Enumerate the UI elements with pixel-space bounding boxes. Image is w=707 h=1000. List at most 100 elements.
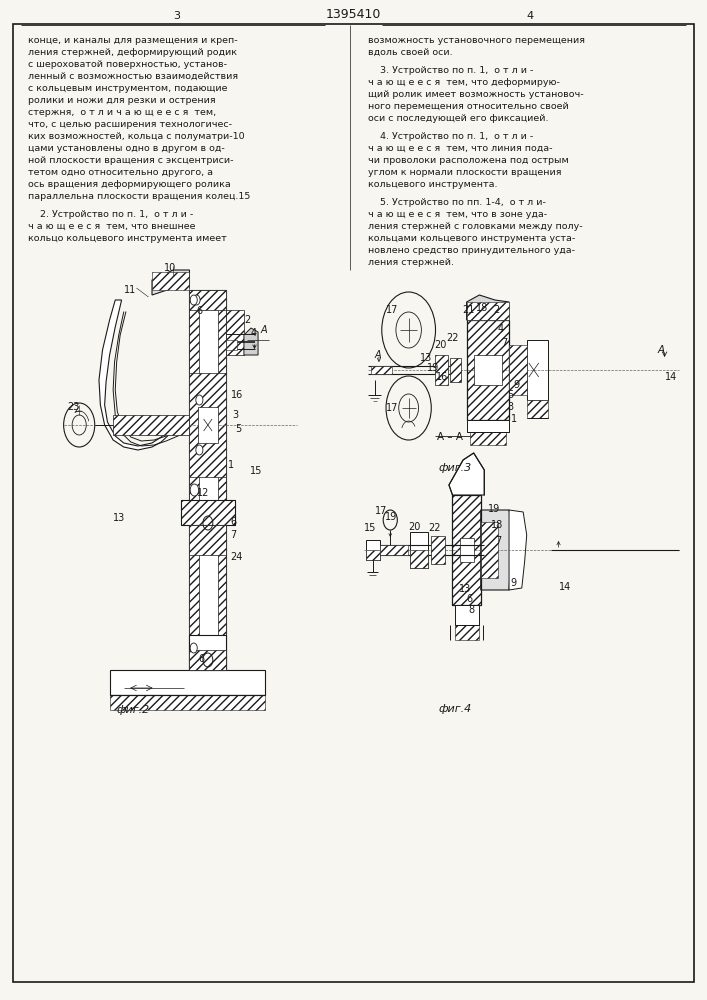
Text: щий ролик имеет возможность установоч-: щий ролик имеет возможность установоч- bbox=[368, 90, 583, 99]
Bar bbox=[218, 290, 226, 670]
Text: ления стержней.: ления стержней. bbox=[368, 258, 454, 267]
Text: 7: 7 bbox=[501, 338, 508, 348]
Text: 23: 23 bbox=[67, 402, 80, 412]
Polygon shape bbox=[244, 328, 258, 355]
Bar bbox=[452, 495, 481, 605]
Bar bbox=[467, 302, 509, 320]
Polygon shape bbox=[99, 300, 189, 450]
Text: 11: 11 bbox=[124, 285, 136, 295]
Text: чи проволоки расположена под острым: чи проволоки расположена под острым bbox=[368, 156, 568, 165]
Bar bbox=[450, 358, 461, 382]
Bar bbox=[460, 538, 474, 562]
Text: 18: 18 bbox=[491, 520, 503, 530]
Text: ного перемещения относительно своей: ного перемещения относительно своей bbox=[368, 102, 568, 111]
Text: 16: 16 bbox=[436, 372, 448, 382]
Text: A: A bbox=[260, 325, 267, 335]
Bar bbox=[410, 550, 428, 568]
Bar bbox=[189, 525, 226, 555]
Text: ч а ю щ е е с я  тем, что в зоне уда-: ч а ю щ е е с я тем, что в зоне уда- bbox=[368, 210, 547, 219]
Bar bbox=[366, 540, 380, 560]
Text: кольцо кольцевого инструмента имеет: кольцо кольцевого инструмента имеет bbox=[28, 234, 227, 243]
Polygon shape bbox=[467, 420, 509, 432]
Text: с шероховатой поверхностью, установ-: с шероховатой поверхностью, установ- bbox=[28, 60, 227, 69]
Bar bbox=[371, 366, 392, 374]
Text: ления стержней, деформирующий родик: ления стержней, деформирующий родик bbox=[28, 48, 238, 57]
Text: вдоль своей оси.: вдоль своей оси. bbox=[368, 48, 452, 57]
Text: с кольцевым инструментом, подающие: с кольцевым инструментом, подающие bbox=[28, 84, 228, 93]
Text: ч а ю щ е е с я  тем, что внешнее: ч а ю щ е е с я тем, что внешнее bbox=[28, 222, 196, 231]
Text: 22: 22 bbox=[446, 333, 459, 343]
Text: 19: 19 bbox=[385, 512, 397, 522]
Text: стержня,  о т л и ч а ю щ е е с я  тем,: стержня, о т л и ч а ю щ е е с я тем, bbox=[28, 108, 216, 117]
Text: 4: 4 bbox=[251, 328, 257, 338]
Polygon shape bbox=[509, 510, 527, 590]
Text: 13: 13 bbox=[420, 353, 432, 363]
Text: конце, и каналы для размещения и креп-: конце, и каналы для размещения и креп- bbox=[28, 36, 238, 45]
Circle shape bbox=[190, 643, 197, 653]
Text: ось вращения деформирующего ролика: ось вращения деформирующего ролика bbox=[28, 180, 231, 189]
Text: фиг.4: фиг.4 bbox=[438, 704, 472, 714]
Text: 1395410: 1395410 bbox=[326, 8, 381, 21]
Text: 20: 20 bbox=[408, 522, 421, 532]
Circle shape bbox=[196, 395, 203, 405]
Text: ленный с возможностью взаимодействия: ленный с возможностью взаимодействия bbox=[28, 72, 238, 81]
Text: 9: 9 bbox=[513, 380, 520, 390]
Text: 2: 2 bbox=[244, 315, 250, 325]
Text: возможность установочного перемещения: возможность установочного перемещения bbox=[368, 36, 585, 45]
Bar bbox=[455, 625, 479, 640]
Text: ления стержней с головками между полу-: ления стержней с головками между полу- bbox=[368, 222, 583, 231]
Circle shape bbox=[196, 445, 203, 455]
Text: ролики и ножи для резки и острения: ролики и ножи для резки и острения bbox=[28, 96, 216, 105]
Text: 8: 8 bbox=[469, 605, 475, 615]
Text: кольцевого инструмента.: кольцевого инструмента. bbox=[368, 180, 497, 189]
Text: фиг.2: фиг.2 bbox=[117, 705, 150, 715]
Text: 2: 2 bbox=[493, 305, 500, 315]
Text: А – А: А – А bbox=[437, 432, 463, 442]
Text: 9: 9 bbox=[510, 578, 517, 588]
Text: 1: 1 bbox=[511, 414, 518, 424]
Polygon shape bbox=[467, 295, 509, 320]
Polygon shape bbox=[449, 453, 484, 495]
Bar bbox=[181, 500, 235, 525]
Text: ной плоскости вращения с эксцентриси-: ной плоскости вращения с эксцентриси- bbox=[28, 156, 234, 165]
Text: 19: 19 bbox=[488, 504, 500, 514]
Text: углом к нормали плоскости вращения: углом к нормали плоскости вращения bbox=[368, 168, 561, 177]
Text: 15: 15 bbox=[364, 523, 377, 533]
Text: кольцами кольцевого инструмента уста-: кольцами кольцевого инструмента уста- bbox=[368, 234, 575, 243]
Bar bbox=[189, 290, 226, 670]
Bar bbox=[189, 635, 226, 670]
Text: 18: 18 bbox=[476, 303, 488, 313]
Text: 4: 4 bbox=[498, 324, 504, 334]
Bar bbox=[226, 340, 237, 350]
Bar bbox=[467, 320, 509, 420]
Text: A: A bbox=[658, 345, 665, 355]
Text: 12: 12 bbox=[197, 488, 209, 498]
Text: 6: 6 bbox=[199, 654, 205, 664]
Text: 5: 5 bbox=[235, 424, 242, 434]
Text: 17: 17 bbox=[386, 403, 399, 413]
Circle shape bbox=[190, 484, 199, 496]
Text: 2. Устройство по п. 1,  о т л и -: 2. Устройство по п. 1, о т л и - bbox=[28, 210, 194, 219]
Bar bbox=[380, 545, 408, 555]
Text: 13: 13 bbox=[113, 513, 125, 523]
Text: 13: 13 bbox=[459, 584, 471, 594]
Text: 3: 3 bbox=[232, 410, 238, 420]
Text: 6: 6 bbox=[230, 517, 237, 527]
Polygon shape bbox=[455, 605, 479, 625]
Bar bbox=[509, 345, 527, 395]
Bar bbox=[474, 355, 502, 385]
Text: 4: 4 bbox=[527, 11, 534, 21]
Text: 17: 17 bbox=[375, 506, 387, 516]
Bar bbox=[431, 536, 445, 564]
Bar bbox=[110, 670, 265, 695]
Text: фиг.3: фиг.3 bbox=[438, 463, 472, 473]
Bar bbox=[366, 550, 380, 560]
Text: 19: 19 bbox=[427, 363, 439, 373]
Bar bbox=[452, 495, 481, 605]
Bar bbox=[113, 415, 189, 435]
Bar bbox=[527, 400, 548, 418]
Text: цами установлены одно в другом в од-: цами установлены одно в другом в од- bbox=[28, 144, 225, 153]
Text: 3: 3 bbox=[173, 11, 180, 21]
Text: 3: 3 bbox=[508, 402, 514, 412]
Polygon shape bbox=[509, 352, 525, 388]
